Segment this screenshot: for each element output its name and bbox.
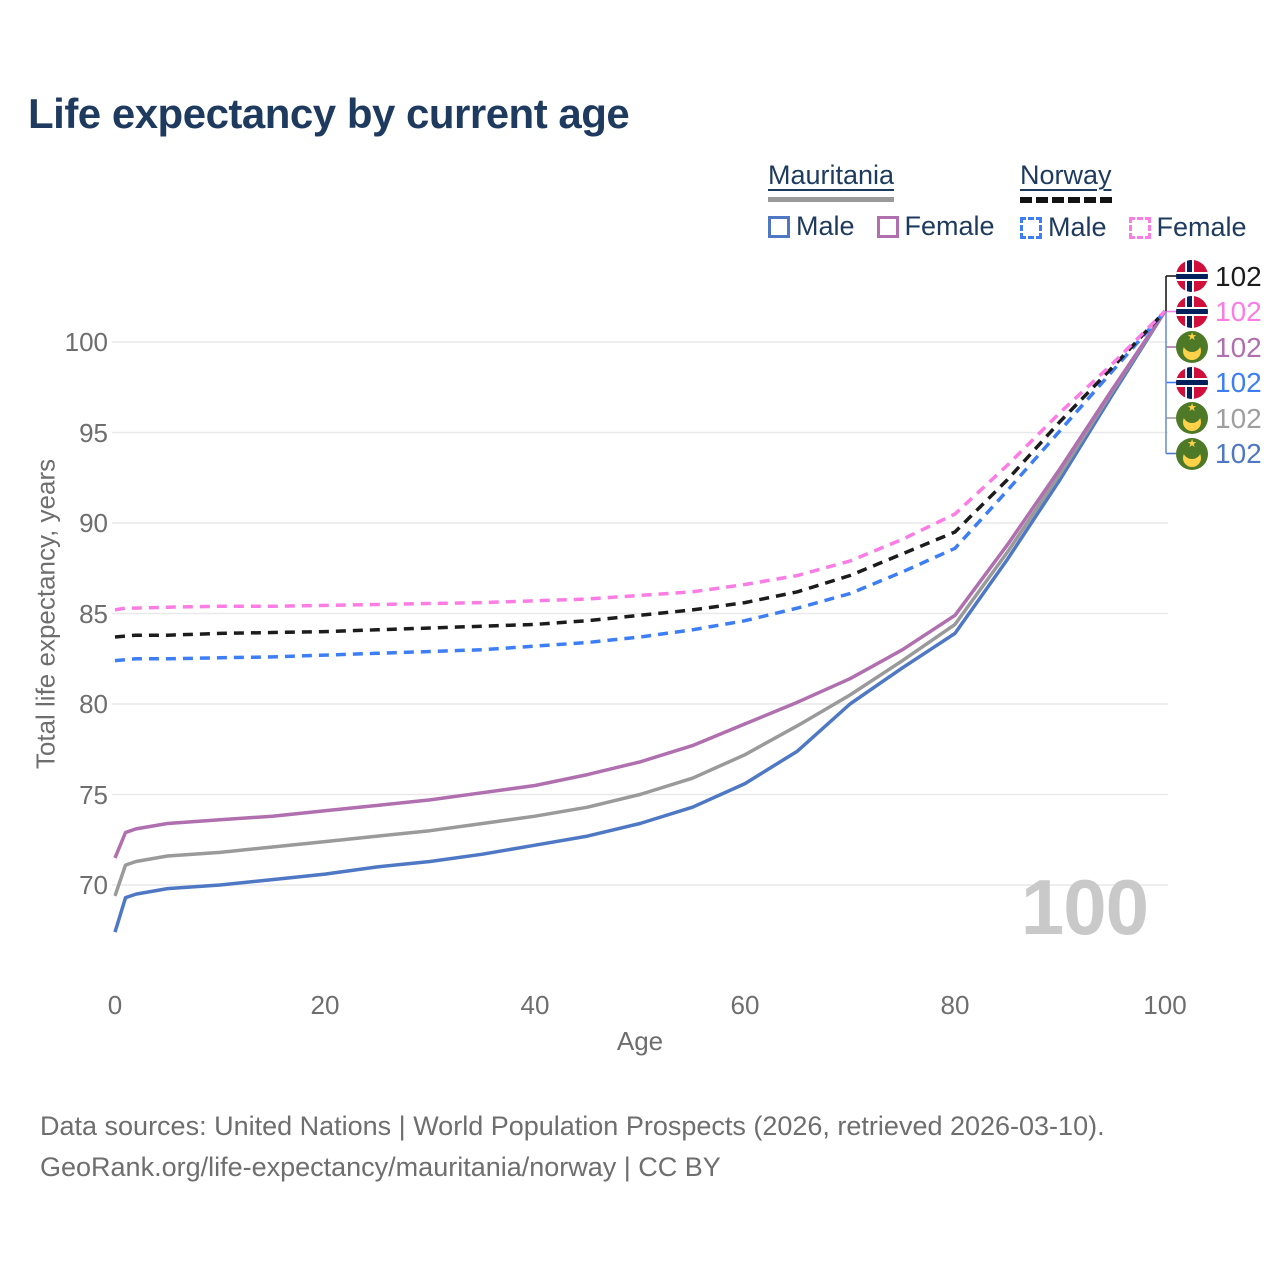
y-tick-95: 95 <box>79 417 108 448</box>
series-norway-female[interactable] <box>114 309 1167 612</box>
legend-item-label: Female <box>1156 212 1247 242</box>
endpoint-value: 102 <box>1215 438 1262 469</box>
legend-country-norway[interactable]: Norway <box>1020 160 1112 203</box>
y-tick-100: 100 <box>64 327 108 357</box>
x-tick-60: 60 <box>730 990 760 1020</box>
age-watermark: 100 <box>1020 863 1149 951</box>
x-tick-20: 20 <box>310 990 340 1020</box>
y-tick-80: 80 <box>79 689 108 719</box>
legend-group-mauritania: Mauritania Male Female <box>768 160 995 242</box>
endpoint-value: 102 <box>1215 367 1262 398</box>
mauritania-male-swatch <box>768 215 790 238</box>
page-title: Life expectancy by current age <box>28 90 630 137</box>
endpoint-value: 102 <box>1215 402 1262 434</box>
mauritania-female-swatch <box>876 215 899 238</box>
series-norway-both-sexes[interactable] <box>114 310 1167 639</box>
legend-item-label: Male <box>796 211 855 241</box>
y-tick-85: 85 <box>79 598 108 629</box>
y-tick-70: 70 <box>79 870 108 900</box>
legend-country-label: Norway <box>1020 160 1112 190</box>
mauritania-flag-icon: ★ <box>1176 402 1208 434</box>
y-tick-90: 90 <box>79 508 108 538</box>
series-norway-male[interactable] <box>114 310 1167 663</box>
x-tick-80: 80 <box>940 990 970 1020</box>
norway-male-swatch <box>1020 216 1042 239</box>
legend-item-label: Female <box>904 211 995 241</box>
norway-flag-icon <box>1176 366 1208 399</box>
mauritania-flag-icon: ★ <box>1176 331 1208 363</box>
footer: Data sources: United Nations | World Pop… <box>40 1106 1105 1188</box>
y-tick-75: 75 <box>79 779 108 810</box>
legend-item-label: Male <box>1048 212 1107 242</box>
x-tick-100: 100 <box>1143 990 1187 1020</box>
x-tick-40: 40 <box>520 990 550 1020</box>
legend-item-norway-female[interactable]: Female <box>1128 212 1247 243</box>
x-tick-0: 0 <box>107 990 123 1020</box>
x-axis-title: Age <box>616 1026 664 1056</box>
norway-female-swatch <box>1128 216 1151 239</box>
attribution-line[interactable]: GeoRank.org/life-expectancy/mauritania/n… <box>40 1152 721 1182</box>
data-sources-line: Data sources: United Nations | World Pop… <box>40 1111 1105 1141</box>
endpoint-value: 102 <box>1215 260 1262 292</box>
legend-group-norway: Norway Male Female <box>1020 160 1247 243</box>
legend-country-mauritania[interactable]: Mauritania <box>768 160 895 202</box>
endpoint-row-mauritania-male: ★ 102 <box>1176 437 1262 470</box>
mauritania-flag-icon: ★ <box>1176 437 1208 470</box>
legend-item-norway-male[interactable]: Male <box>1020 212 1107 243</box>
endpoint-value: 102 <box>1215 296 1262 327</box>
legend-item-mauritania-female[interactable]: Female <box>876 211 995 242</box>
series-mauritania-male[interactable] <box>113 310 1167 933</box>
endpoint-row-norway-male: 102 <box>1176 366 1262 399</box>
series-mauritania-female[interactable] <box>113 310 1167 859</box>
endpoint-row-norway-both-sexes: 102 <box>1176 260 1262 293</box>
mauritania-line-style-swatch <box>768 197 895 202</box>
norway-flag-icon <box>1176 295 1208 328</box>
series-mauritania-both-sexes[interactable] <box>113 310 1167 897</box>
legend-item-mauritania-male[interactable]: Male <box>768 211 855 242</box>
endpoint-row-mauritania-female: ★ 102 <box>1176 331 1262 364</box>
norway-flag-icon <box>1176 260 1208 292</box>
norway-line-style-swatch <box>1020 197 1112 203</box>
endpoint-value: 102 <box>1215 331 1262 363</box>
endpoint-row-norway-female: 102 <box>1176 295 1262 328</box>
endpoint-row-mauritania-both-sexes: ★ 102 <box>1176 402 1262 435</box>
legend-country-label: Mauritania <box>768 160 895 190</box>
